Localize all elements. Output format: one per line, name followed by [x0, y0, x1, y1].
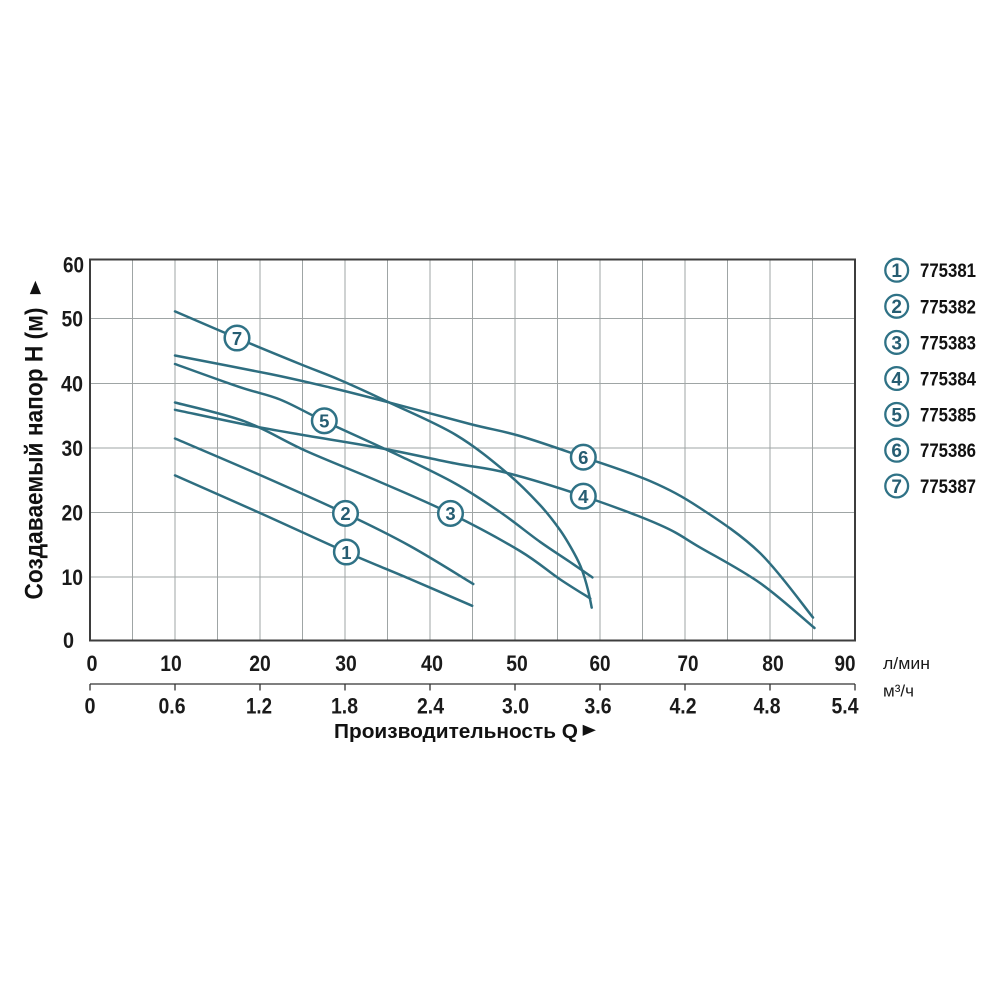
- svg-text:7: 7: [232, 328, 242, 349]
- svg-text:3: 3: [445, 503, 455, 524]
- svg-text:Производительность Q: Производительность Q: [334, 721, 578, 743]
- svg-text:Создаваемый напор Н (м): Создаваемый напор Н (м): [20, 307, 48, 599]
- svg-text:30: 30: [62, 436, 84, 461]
- svg-text:775383: 775383: [920, 333, 976, 354]
- svg-text:0: 0: [63, 628, 74, 653]
- svg-text:775384: 775384: [920, 370, 976, 391]
- svg-text:775382: 775382: [920, 297, 976, 318]
- svg-text:1: 1: [341, 542, 351, 563]
- svg-text:0: 0: [85, 694, 96, 719]
- svg-text:775385: 775385: [920, 405, 976, 426]
- svg-text:20: 20: [62, 501, 84, 526]
- svg-text:70: 70: [678, 651, 699, 676]
- svg-text:10: 10: [160, 651, 182, 676]
- svg-text:40: 40: [61, 372, 83, 397]
- svg-text:6: 6: [578, 447, 588, 468]
- svg-text:5: 5: [891, 405, 902, 426]
- svg-text:6: 6: [891, 441, 902, 462]
- svg-text:3: 3: [891, 333, 902, 354]
- svg-text:1.8: 1.8: [331, 694, 358, 719]
- svg-text:775381: 775381: [920, 261, 976, 282]
- svg-text:2.4: 2.4: [417, 694, 444, 719]
- svg-text:60: 60: [590, 651, 611, 676]
- svg-text:0: 0: [87, 651, 98, 676]
- svg-text:1.2: 1.2: [246, 694, 272, 719]
- svg-text:3.0: 3.0: [502, 694, 529, 719]
- svg-text:4.2: 4.2: [670, 694, 697, 719]
- svg-text:20: 20: [249, 651, 271, 676]
- svg-text:м³/ч: м³/ч: [883, 682, 914, 701]
- svg-text:50: 50: [62, 306, 84, 331]
- svg-text:775387: 775387: [920, 477, 976, 498]
- svg-text:1: 1: [891, 261, 902, 282]
- svg-text:3.6: 3.6: [585, 694, 612, 719]
- svg-text:40: 40: [421, 651, 443, 676]
- svg-text:30: 30: [335, 651, 357, 676]
- svg-text:60: 60: [63, 253, 84, 278]
- svg-text:5: 5: [319, 411, 329, 432]
- svg-text:10: 10: [62, 565, 84, 590]
- svg-text:90: 90: [835, 651, 856, 676]
- svg-text:7: 7: [891, 477, 902, 498]
- svg-text:2: 2: [340, 503, 350, 524]
- svg-text:4.8: 4.8: [754, 694, 781, 719]
- svg-text:5.4: 5.4: [832, 694, 859, 719]
- svg-text:4: 4: [891, 369, 902, 390]
- svg-text:4: 4: [578, 486, 589, 507]
- svg-text:0.6: 0.6: [159, 694, 186, 719]
- svg-text:л/мин: л/мин: [883, 654, 930, 673]
- svg-text:80: 80: [762, 651, 784, 676]
- svg-text:2: 2: [891, 297, 902, 318]
- svg-text:50: 50: [506, 651, 528, 676]
- svg-text:775386: 775386: [920, 441, 976, 462]
